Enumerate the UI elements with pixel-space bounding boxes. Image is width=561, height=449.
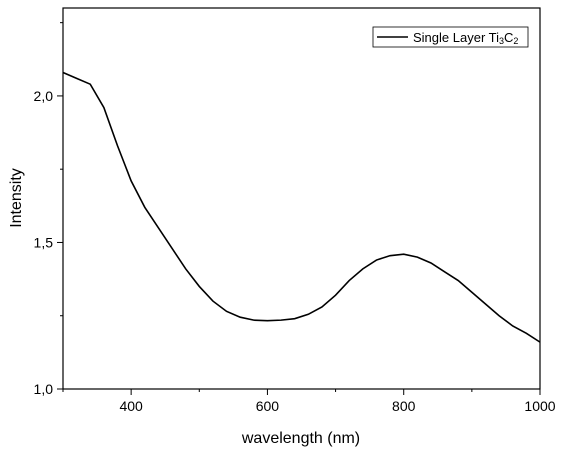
x-axis-title: wavelength (nm) <box>241 430 360 447</box>
x-axis: 400 600 800 1000 <box>62 389 556 414</box>
y-tick-label: 2,0 <box>34 88 54 104</box>
x-tick-label: 400 <box>119 398 143 414</box>
legend-label-main: Single Layer Ti <box>413 30 499 45</box>
y-axis-title: Intensity <box>8 168 25 228</box>
x-tick-label: 800 <box>392 398 416 414</box>
y-tick-label: 1,5 <box>34 234 54 250</box>
series-line-single-layer <box>62 71 541 343</box>
plot-frame <box>62 7 541 390</box>
x-tick-label: 1000 <box>524 398 555 414</box>
legend: Single Layer Ti3C2 <box>372 26 529 48</box>
legend-label-sub2: 2 <box>513 36 518 46</box>
y-axis: 1,0 1,5 2,0 <box>34 22 63 397</box>
legend-label: Single Layer Ti3C2 <box>413 30 518 46</box>
legend-box <box>372 26 529 48</box>
y-tick-label: 1,0 <box>34 381 54 397</box>
legend-label-sub1: 3 <box>499 36 504 46</box>
x-tick-label: 600 <box>256 398 280 414</box>
legend-label-mid: C <box>504 30 513 45</box>
